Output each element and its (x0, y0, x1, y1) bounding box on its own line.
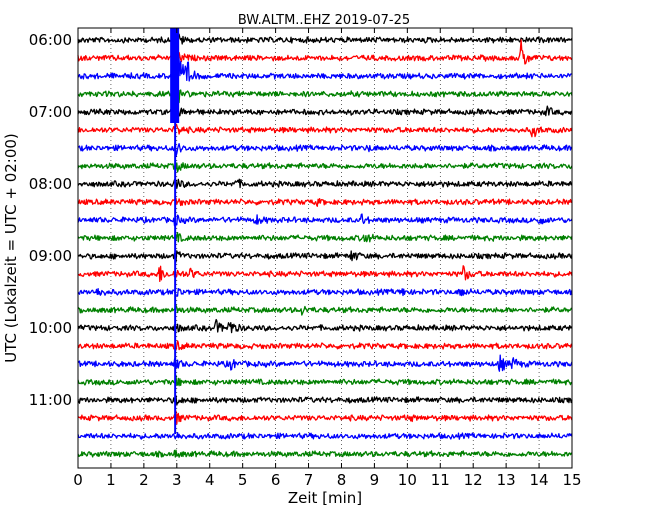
x-tick-label: 14 (530, 471, 549, 489)
x-tick-label: 13 (497, 471, 516, 489)
trace-line (77, 287, 573, 297)
x-tick-label: 8 (337, 471, 347, 489)
trace-line (78, 140, 573, 157)
trace-line (77, 32, 573, 52)
x-tick-label: 12 (464, 471, 483, 489)
trace-line (77, 449, 573, 458)
x-tick-label: 7 (304, 471, 314, 489)
trace-line (77, 318, 573, 336)
trace-line (77, 410, 573, 425)
grid-lines (110, 28, 540, 468)
trace-line (77, 197, 573, 207)
x-tick-label: 2 (139, 471, 149, 489)
trace-line (77, 250, 573, 263)
x-axis-label: Zeit [min] (288, 489, 362, 507)
trace-line (77, 213, 573, 227)
trace-group (77, 28, 573, 458)
x-axis: 0 1 2 3 4 5 6 7 8 9 10 11 12 13 14 15 (73, 28, 582, 489)
trace-line (77, 123, 573, 138)
trace-line (77, 431, 573, 440)
trace-line (77, 374, 572, 387)
x-tick-label: 11 (431, 471, 450, 489)
trace-line (77, 52, 573, 101)
x-tick-label: 4 (205, 471, 215, 489)
trace-line (77, 76, 573, 104)
chart-title: BW.ALTM..EHZ 2019-07-25 (238, 13, 410, 28)
x-tick-label: 10 (398, 471, 417, 489)
trace-line (77, 354, 573, 372)
trace-line (77, 178, 573, 189)
y-tick-label: 09:00 (29, 247, 72, 265)
x-tick-label: 15 (562, 471, 581, 489)
plot-frame (77, 27, 573, 469)
y-axis-label: UTC (Lokalzeit = UTC + 02:00) (2, 133, 20, 363)
x-tick-label: 3 (172, 471, 182, 489)
y-tick-label: 06:00 (29, 31, 72, 49)
trace-line (77, 101, 573, 121)
trace-line (77, 39, 573, 67)
y-tick-label: 11:00 (29, 391, 72, 409)
y-axis: 06:00 07:00 08:00 09:00 10:00 11:00 (29, 31, 572, 409)
y-tick-label: 08:00 (29, 175, 72, 193)
trace-line (77, 265, 573, 283)
trace-line (77, 304, 573, 316)
trace-line (77, 162, 573, 173)
trace-line (77, 340, 573, 351)
trace-line (77, 231, 573, 243)
y-tick-label: 07:00 (29, 103, 72, 121)
x-tick-label: 1 (106, 471, 116, 489)
x-tick-label: 0 (73, 471, 83, 489)
y-tick-label: 10:00 (29, 319, 72, 337)
x-tick-label: 9 (370, 471, 380, 489)
trace-line (77, 395, 573, 406)
x-tick-label: 6 (271, 471, 281, 489)
x-tick-label: 5 (238, 471, 248, 489)
